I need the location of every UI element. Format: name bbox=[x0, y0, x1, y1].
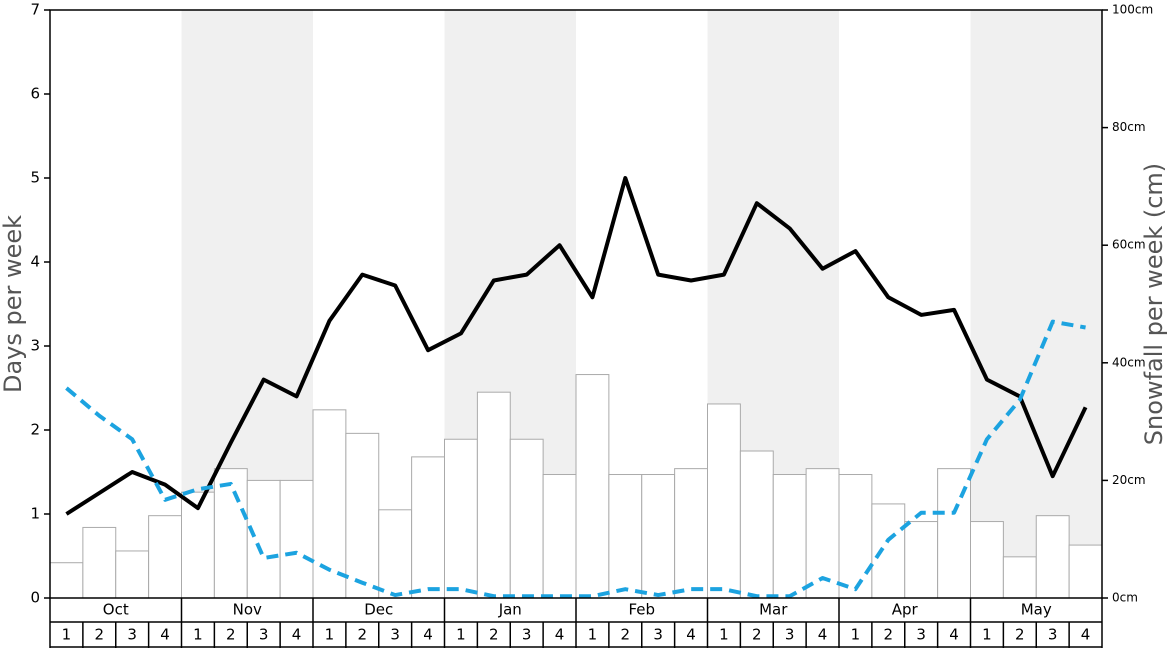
y2-tick-label: 60cm bbox=[1112, 238, 1146, 252]
x-tick-label: 3 bbox=[390, 626, 400, 644]
x-tick-label: 4 bbox=[160, 626, 170, 644]
bar bbox=[871, 503, 906, 599]
y2-tick-label: 80cm bbox=[1112, 120, 1146, 134]
x-tick-label: 4 bbox=[949, 626, 959, 644]
bar bbox=[444, 438, 478, 599]
bar bbox=[838, 474, 873, 599]
y-tick-label: 4 bbox=[30, 253, 40, 271]
bar bbox=[970, 521, 1004, 599]
y-tick-label: 6 bbox=[30, 85, 40, 103]
bar bbox=[82, 526, 117, 599]
bar bbox=[411, 456, 445, 599]
x-tick-label: 2 bbox=[752, 626, 762, 644]
month-label: Dec bbox=[364, 601, 393, 619]
line bbox=[65, 176, 1088, 516]
x-tick-label: 1 bbox=[325, 626, 335, 644]
x-tick-label: 1 bbox=[851, 626, 861, 644]
bar bbox=[509, 438, 544, 599]
x-tick-label: 3 bbox=[522, 626, 532, 644]
bar bbox=[476, 391, 511, 599]
month-label: Oct bbox=[103, 601, 129, 619]
month-label: Feb bbox=[628, 601, 655, 619]
bar bbox=[378, 509, 413, 599]
x-tick-label: 4 bbox=[1081, 626, 1091, 644]
x-tick-label: 2 bbox=[226, 626, 236, 644]
x-tick-label: 1 bbox=[982, 626, 992, 644]
x-tick-label: 4 bbox=[555, 626, 565, 644]
month-band bbox=[970, 10, 1102, 598]
y-tick-label: 7 bbox=[30, 1, 40, 19]
bar bbox=[542, 474, 577, 599]
x-tick-label: 1 bbox=[193, 626, 203, 644]
y2-tick-label: 20cm bbox=[1112, 473, 1146, 487]
bar bbox=[213, 468, 248, 599]
y-axis-title: Days per week bbox=[0, 215, 27, 393]
y2-tick-label: 0cm bbox=[1112, 591, 1138, 605]
x-tick-label: 4 bbox=[423, 626, 433, 644]
x-tick-label: 3 bbox=[653, 626, 663, 644]
bar bbox=[115, 550, 150, 599]
y-tick-label: 0 bbox=[30, 589, 40, 607]
x-tick-label: 2 bbox=[884, 626, 894, 644]
x-tick-label: 2 bbox=[621, 626, 631, 644]
y2-tick-label: 100cm bbox=[1112, 3, 1153, 17]
x-tick-label: 2 bbox=[489, 626, 499, 644]
x-tick-label: 3 bbox=[1048, 626, 1058, 644]
bar bbox=[1002, 556, 1037, 599]
month-label: Jan bbox=[498, 601, 522, 619]
bar bbox=[1035, 515, 1070, 599]
month-label: Apr bbox=[892, 601, 919, 619]
bar bbox=[279, 479, 314, 599]
x-tick-label: 3 bbox=[127, 626, 137, 644]
bar bbox=[608, 474, 643, 599]
x-tick-label: 1 bbox=[719, 626, 729, 644]
x-tick-label: 4 bbox=[292, 626, 302, 644]
x-tick-label: 2 bbox=[358, 626, 368, 644]
bar bbox=[904, 521, 939, 599]
x-tick-label: 1 bbox=[456, 626, 466, 644]
bar bbox=[641, 474, 676, 599]
y-tick-label: 1 bbox=[30, 505, 40, 523]
x-tick-label: 4 bbox=[686, 626, 696, 644]
bar bbox=[345, 432, 380, 599]
x-tick-label: 3 bbox=[259, 626, 269, 644]
x-tick-label: 3 bbox=[916, 626, 926, 644]
x-tick-label: 2 bbox=[95, 626, 105, 644]
x-tick-label: 3 bbox=[785, 626, 795, 644]
bar bbox=[707, 403, 741, 599]
y2-tick-label: 40cm bbox=[1112, 355, 1146, 369]
y-tick-label: 2 bbox=[30, 421, 40, 439]
y2-axis-title: Snowfall per week (cm) bbox=[1140, 163, 1168, 445]
x-tick-label: 1 bbox=[62, 626, 72, 644]
line bbox=[65, 319, 1086, 599]
y-tick-label: 3 bbox=[30, 337, 40, 355]
bar bbox=[575, 374, 610, 599]
bar bbox=[772, 474, 807, 599]
bar bbox=[148, 515, 182, 599]
month-label: Nov bbox=[233, 601, 262, 619]
bar bbox=[49, 562, 84, 599]
month-label: May bbox=[1021, 601, 1052, 619]
bar bbox=[739, 450, 774, 599]
month-label: Mar bbox=[759, 601, 788, 619]
x-tick-label: 2 bbox=[1015, 626, 1025, 644]
bar bbox=[246, 479, 281, 599]
bar bbox=[1068, 544, 1103, 599]
x-tick-label: 4 bbox=[818, 626, 828, 644]
x-tick-label: 1 bbox=[588, 626, 598, 644]
bar bbox=[674, 468, 708, 599]
y-tick-label: 5 bbox=[30, 169, 40, 187]
